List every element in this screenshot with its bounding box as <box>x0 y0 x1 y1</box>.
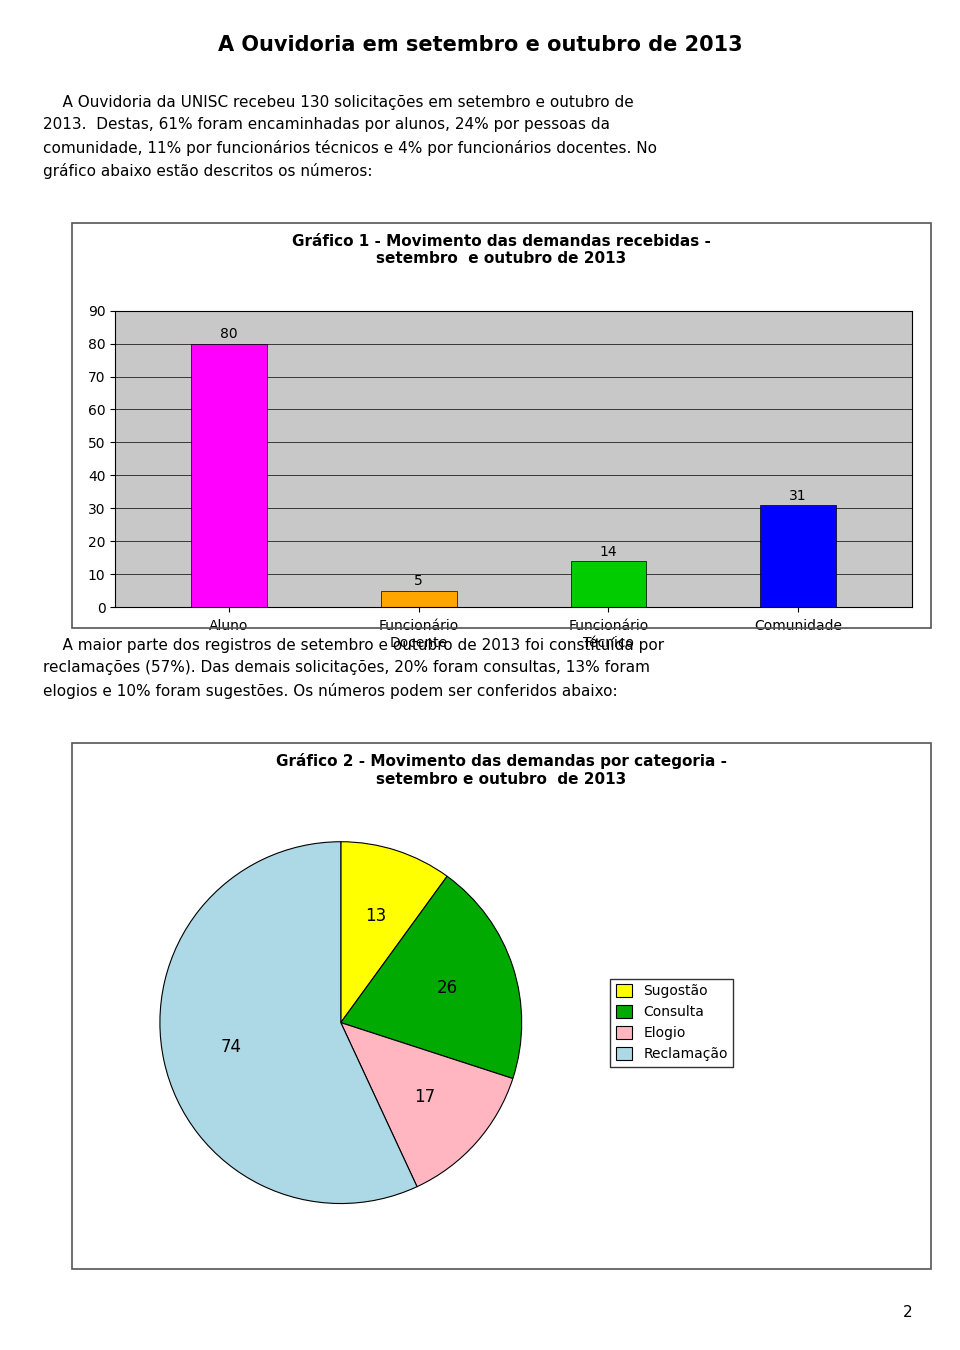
Text: 17: 17 <box>414 1088 435 1106</box>
Text: Gráfico 1 - Movimento das demandas recebidas -
setembro  e outubro de 2013: Gráfico 1 - Movimento das demandas receb… <box>292 234 711 266</box>
Wedge shape <box>341 876 521 1079</box>
Text: 5: 5 <box>415 574 423 589</box>
Bar <box>381 591 457 608</box>
Text: A Ouvidoria em setembro e outubro de 2013: A Ouvidoria em setembro e outubro de 201… <box>218 35 742 55</box>
Bar <box>191 343 267 608</box>
Text: A Ouvidoria da UNISC recebeu 130 solicitações em setembro e outubro de
2013.  De: A Ouvidoria da UNISC recebeu 130 solicit… <box>43 95 658 180</box>
Text: 26: 26 <box>437 979 458 996</box>
Wedge shape <box>160 842 417 1203</box>
Wedge shape <box>341 842 447 1023</box>
Legend: Sugostão, Consulta, Elogio, Reclamação: Sugostão, Consulta, Elogio, Reclamação <box>610 979 733 1066</box>
Text: 80: 80 <box>220 327 238 340</box>
Text: 14: 14 <box>600 544 617 559</box>
Bar <box>760 505 836 608</box>
Text: 31: 31 <box>789 489 807 502</box>
Text: 13: 13 <box>365 907 386 925</box>
Text: A maior parte dos registros de setembro e outubro de 2013 foi constituída por
re: A maior parte dos registros de setembro … <box>43 637 664 699</box>
Text: 2: 2 <box>902 1305 912 1320</box>
Text: Gráfico 2 - Movimento das demandas por categoria -
setembro e outubro  de 2013: Gráfico 2 - Movimento das demandas por c… <box>276 753 727 787</box>
Bar <box>570 562 646 608</box>
Text: 74: 74 <box>221 1038 242 1056</box>
Wedge shape <box>341 1023 513 1187</box>
